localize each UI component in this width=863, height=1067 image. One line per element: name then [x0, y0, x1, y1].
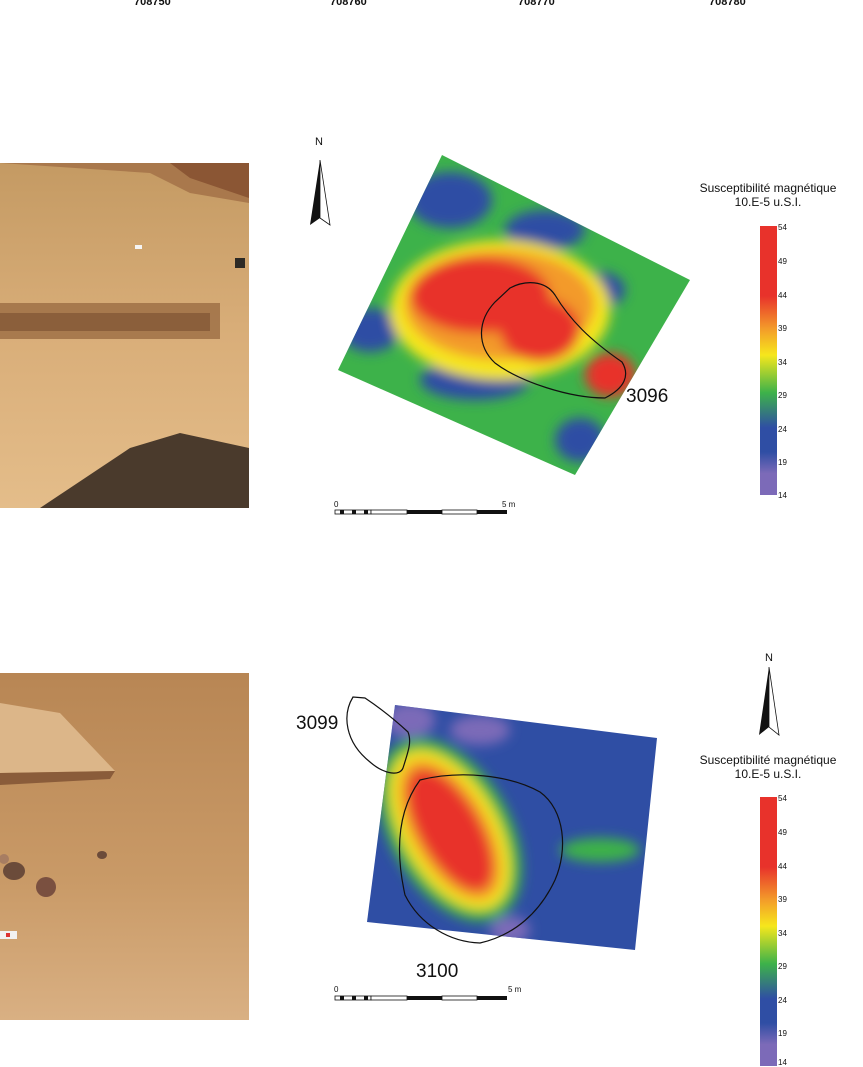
- legend-tick: 44: [778, 862, 787, 871]
- legend-tick: 14: [778, 491, 787, 500]
- coordinate-label: 708760: [330, 0, 367, 8]
- north-arrow-icon: [755, 665, 785, 745]
- legend-tick: 49: [778, 828, 787, 837]
- legend-tick: 39: [778, 895, 787, 904]
- legend-tick: 44: [778, 291, 787, 300]
- magnetic-susceptibility-map: [300, 130, 700, 530]
- scale-start-label: 0: [334, 985, 339, 994]
- legend-tick: 49: [778, 257, 787, 266]
- legend-tick: 19: [778, 1029, 787, 1038]
- magnetic-susceptibility-map: [300, 680, 700, 1040]
- legend-tick: 24: [778, 996, 787, 1005]
- legend-tick: 54: [778, 223, 787, 232]
- legend-title: Susceptibilité magnétique 10.E-5 u.S.I.: [688, 181, 848, 209]
- legend-tick: 34: [778, 929, 787, 938]
- legend-title-line1: Susceptibilité magnétique: [699, 181, 837, 195]
- legend-tick: 29: [778, 391, 787, 400]
- legend-title-line2: 10.E-5 u.S.I.: [734, 195, 802, 209]
- legend-tick: 19: [778, 458, 787, 467]
- feature-label: 3096: [626, 386, 669, 407]
- legend-tick: 54: [778, 794, 787, 803]
- legend-tick: 24: [778, 425, 787, 434]
- color-scale-bar: [760, 226, 777, 495]
- scale-end-label: 5 m: [502, 500, 516, 509]
- feature-label: 3099: [296, 713, 339, 734]
- legend-tick: 29: [778, 962, 787, 971]
- legend-title: Susceptibilité magnétique 10.E-5 u.S.I.: [688, 753, 848, 781]
- feature-label: 3100: [416, 961, 459, 982]
- coordinate-label: 708750: [134, 0, 171, 8]
- north-label: N: [765, 652, 773, 664]
- north-label: N: [315, 136, 323, 148]
- color-scale-bar: [760, 797, 777, 1066]
- legend-tick: 14: [778, 1058, 787, 1067]
- excavation-photo: [0, 673, 249, 1020]
- coordinate-label: 708770: [518, 0, 555, 8]
- coordinate-label: 708780: [709, 0, 746, 8]
- legend-title-line1: Susceptibilité magnétique: [699, 753, 837, 767]
- scale-start-label: 0: [334, 500, 339, 509]
- legend-tick: 34: [778, 358, 787, 367]
- legend-title-line2: 10.E-5 u.S.I.: [734, 767, 802, 781]
- legend-tick: 39: [778, 324, 787, 333]
- excavation-photo: [0, 163, 249, 508]
- scale-end-label: 5 m: [508, 985, 522, 994]
